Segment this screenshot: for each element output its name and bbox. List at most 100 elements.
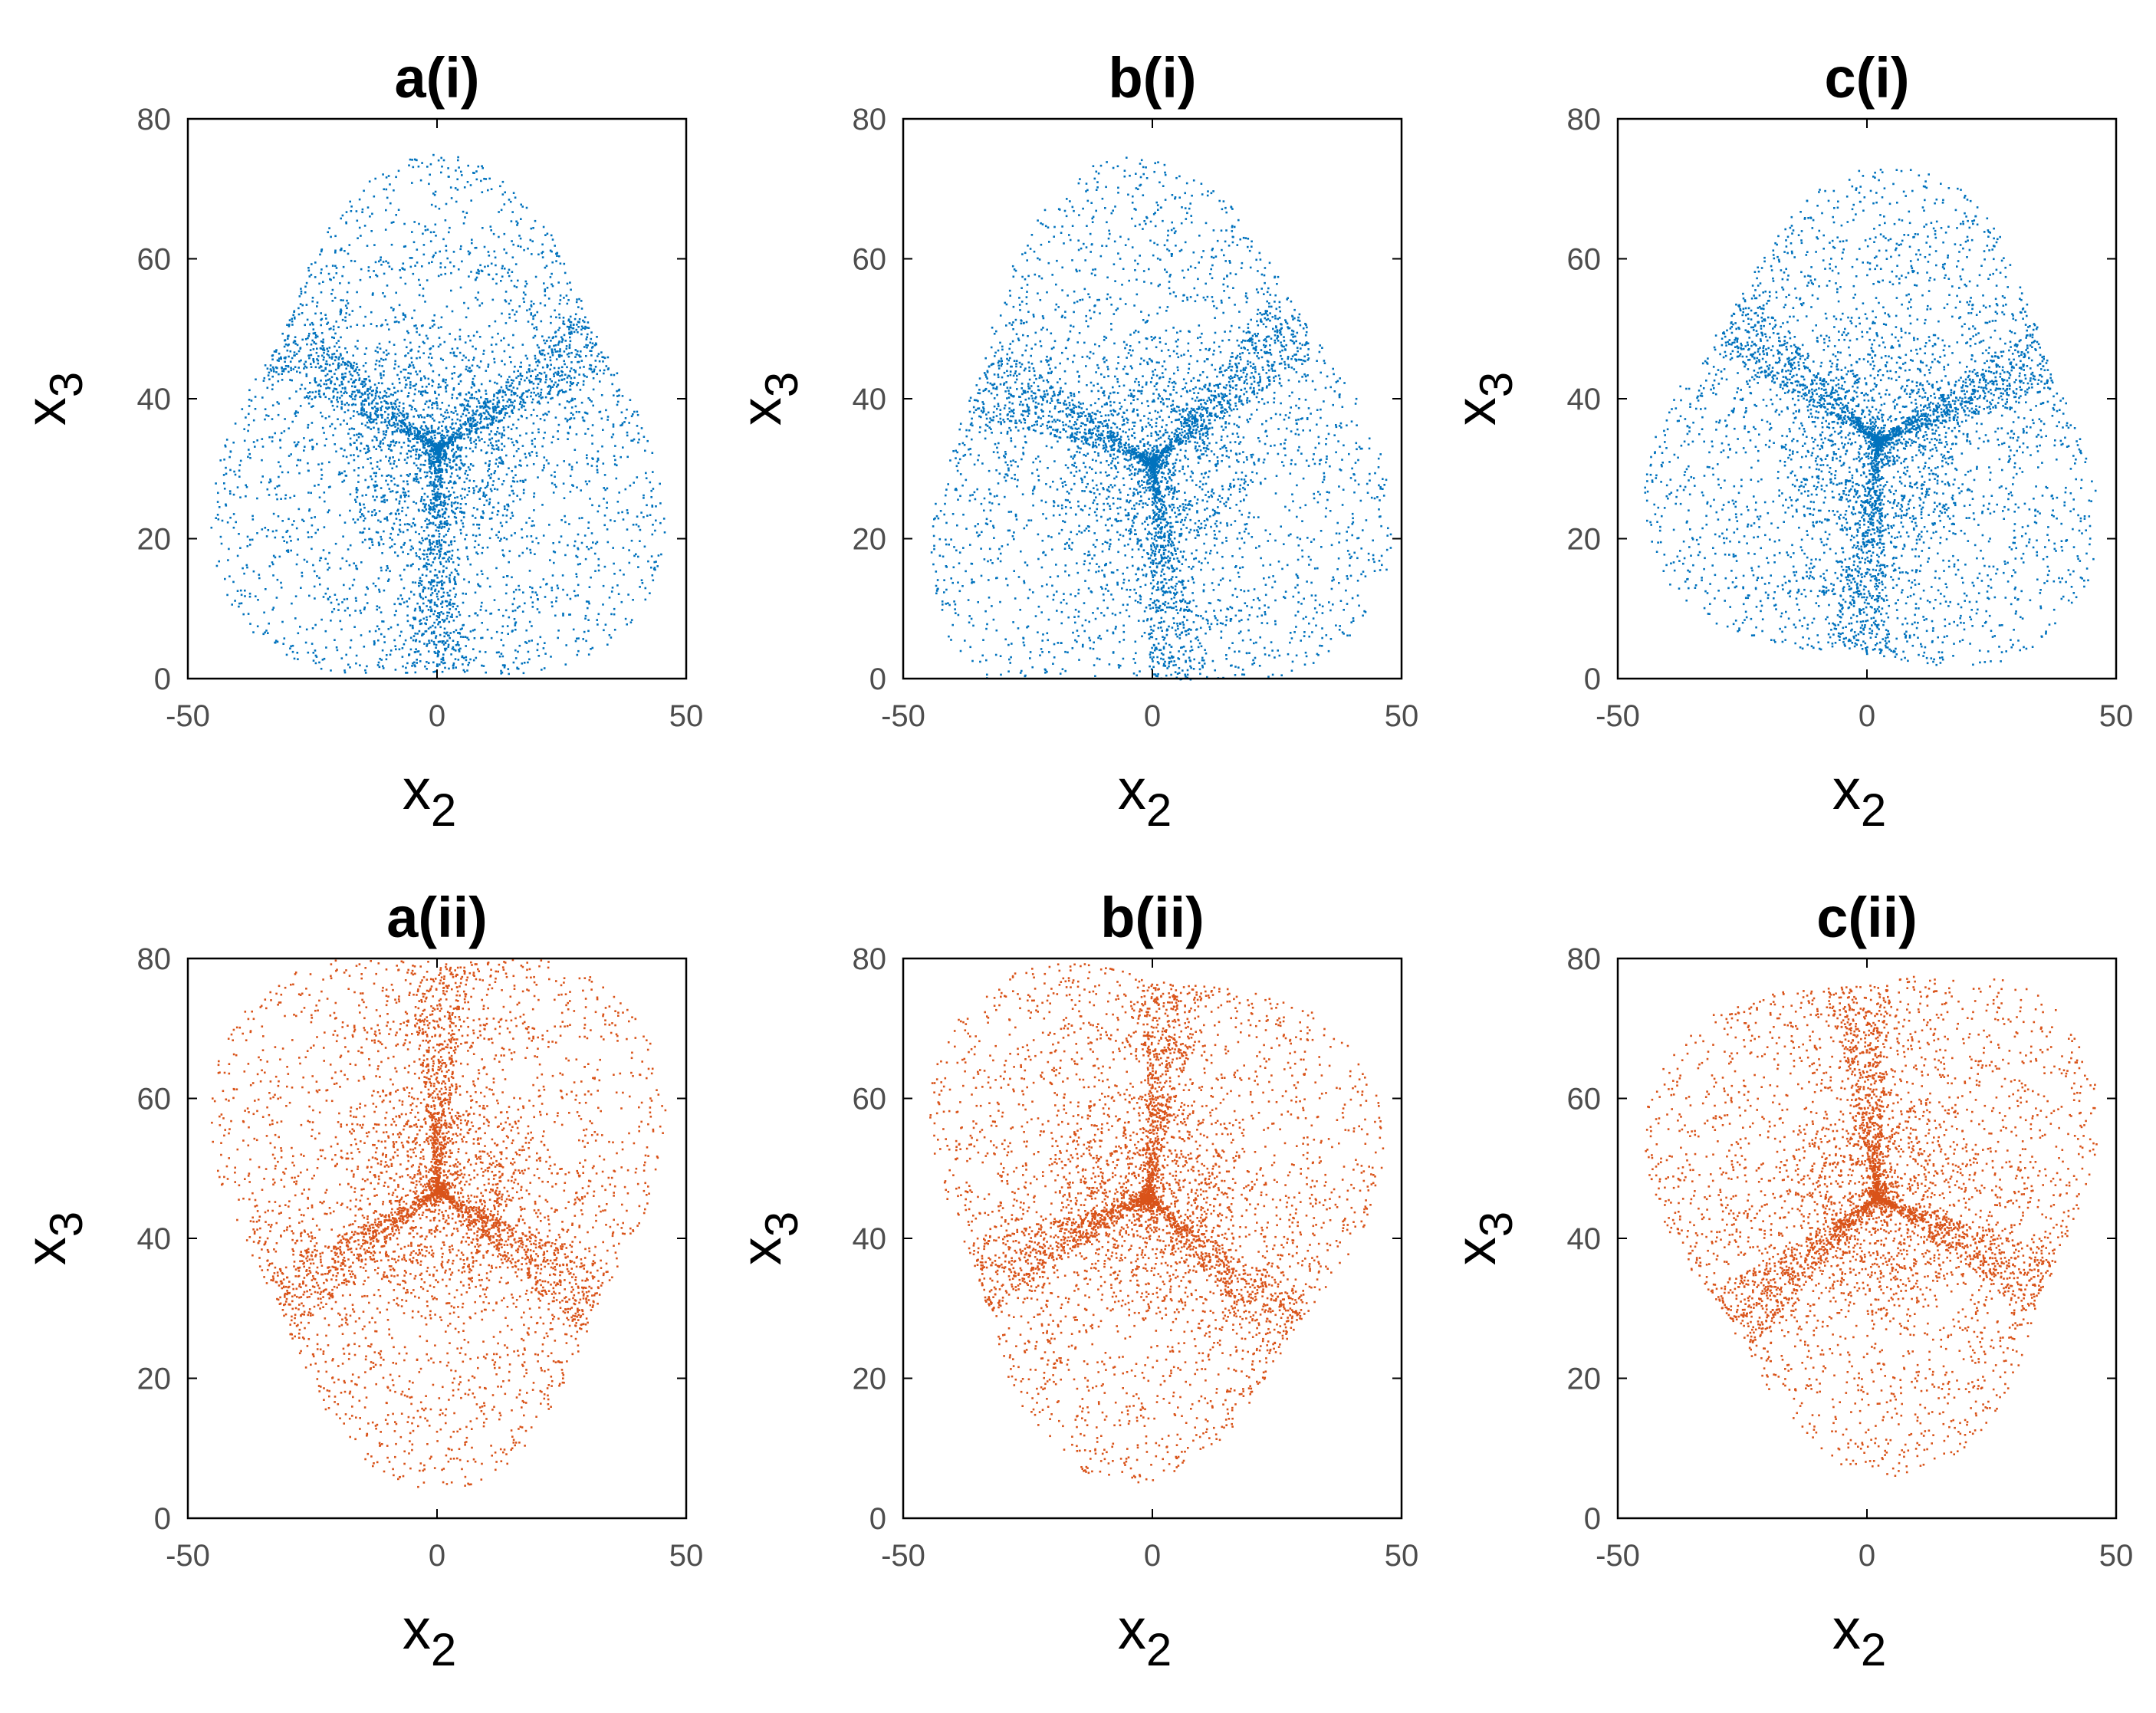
data-point	[287, 344, 289, 347]
data-point	[472, 420, 475, 423]
data-point	[429, 456, 432, 459]
data-point	[366, 602, 369, 604]
data-point	[401, 656, 404, 658]
data-point	[424, 301, 426, 303]
data-point	[363, 353, 366, 355]
data-point	[475, 422, 477, 426]
data-point	[432, 462, 434, 465]
data-point	[432, 370, 435, 373]
data-point	[479, 405, 481, 408]
data-point	[501, 434, 504, 436]
data-point	[322, 358, 325, 361]
data-point	[280, 357, 282, 360]
data-point	[347, 432, 350, 435]
data-point	[456, 605, 459, 607]
data-point	[246, 566, 248, 569]
data-point	[421, 574, 424, 576]
data-point	[374, 397, 376, 399]
data-point	[386, 567, 389, 570]
data-point	[521, 536, 524, 539]
data-point	[364, 378, 367, 381]
data-point	[593, 344, 597, 347]
data-point	[597, 557, 600, 561]
data-point	[576, 461, 578, 464]
data-point	[507, 505, 510, 508]
data-point	[543, 464, 545, 467]
data-point	[577, 306, 580, 308]
data-point	[284, 360, 286, 363]
data-point	[390, 479, 393, 482]
data-point	[475, 443, 478, 446]
data-point	[391, 433, 394, 436]
data-point	[546, 366, 549, 369]
data-point	[413, 609, 416, 612]
data-point	[419, 607, 421, 610]
data-point	[516, 224, 518, 226]
data-point	[428, 508, 431, 510]
data-point	[498, 457, 501, 459]
data-point	[481, 480, 484, 483]
data-point	[458, 649, 460, 651]
data-point	[352, 518, 355, 521]
data-point	[493, 417, 495, 420]
data-point	[328, 363, 331, 367]
data-point	[419, 640, 421, 643]
data-point	[445, 647, 448, 650]
data-point	[459, 248, 462, 251]
data-point	[406, 462, 408, 465]
data-point	[447, 646, 449, 648]
data-point	[337, 400, 339, 403]
data-point	[569, 333, 571, 335]
data-point	[557, 344, 560, 346]
data-point	[518, 588, 521, 591]
data-point	[505, 538, 508, 541]
data-point	[353, 410, 355, 413]
data-point	[294, 617, 297, 620]
data-point	[420, 496, 423, 498]
data-point	[516, 387, 519, 390]
data-point	[407, 490, 410, 493]
data-point	[521, 344, 524, 346]
data-point	[356, 347, 359, 350]
data-point	[487, 251, 490, 253]
data-point	[326, 363, 329, 366]
data-point	[433, 434, 436, 437]
data-point	[413, 393, 416, 396]
data-point	[379, 442, 382, 445]
data-point	[577, 637, 580, 639]
data-point	[462, 465, 465, 467]
data-point	[295, 353, 298, 355]
data-point	[554, 309, 556, 312]
data-point	[388, 419, 391, 422]
data-point	[425, 503, 427, 505]
data-point	[435, 541, 438, 544]
data-point	[364, 370, 367, 373]
data-point	[314, 366, 317, 369]
data-point	[347, 409, 350, 412]
data-point	[430, 426, 433, 428]
data-point	[475, 278, 477, 281]
data-point	[504, 408, 507, 410]
data-point	[354, 403, 357, 406]
data-point	[357, 488, 359, 492]
data-point	[333, 387, 336, 390]
data-point	[458, 351, 462, 354]
data-point	[508, 404, 511, 407]
data-point	[236, 486, 239, 488]
data-point	[412, 501, 415, 503]
data-point	[468, 370, 472, 373]
data-point	[407, 437, 409, 440]
data-point	[479, 418, 481, 420]
data-point	[248, 538, 251, 541]
data-point	[416, 327, 418, 330]
data-point	[419, 606, 421, 608]
data-point	[414, 388, 416, 391]
data-point	[370, 393, 373, 396]
data-point	[480, 416, 482, 419]
data-point	[271, 436, 274, 439]
data-point	[314, 312, 317, 315]
data-point	[327, 562, 329, 565]
data-point	[550, 321, 552, 324]
data-point	[516, 480, 519, 483]
data-point	[381, 620, 383, 623]
